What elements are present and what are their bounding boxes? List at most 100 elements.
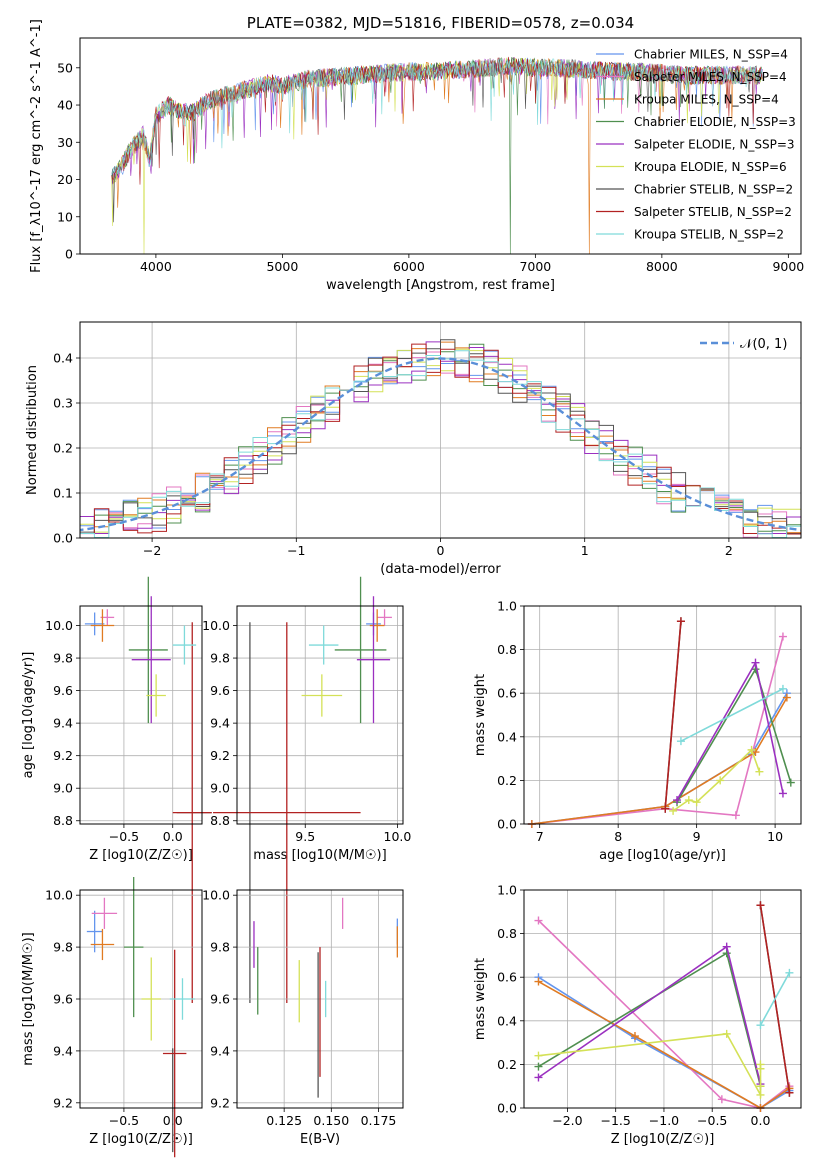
y-tick-label: 9.4 bbox=[53, 716, 73, 731]
normal-curve bbox=[80, 357, 801, 532]
x-tick-label: 0.125 bbox=[266, 1113, 302, 1128]
weight-marker bbox=[692, 798, 701, 807]
histogram-9 bbox=[80, 350, 801, 538]
panel-weight-vs-age: 7 8 9 10 0.0 0.2 0.4 0.6 0.8 1.0 age [log10(age/yr… bbox=[473, 599, 802, 863]
legend-entry: Chabrier STELIB, N_SSP=2 bbox=[634, 183, 793, 197]
x-tick-label: −1.5 bbox=[601, 1113, 631, 1128]
panel-mass-vs-Z: −0.5 0.09.29.49.69.810.0Z [log10(Z/Z☉)]ma… bbox=[21, 877, 203, 1158]
axes-frame bbox=[79, 321, 802, 539]
weight-marker bbox=[778, 684, 787, 693]
weight-marker bbox=[669, 806, 678, 815]
y-tick-label: 9.8 bbox=[53, 651, 73, 666]
x-tick-label: 10.0 bbox=[384, 829, 412, 844]
weight-marker bbox=[534, 977, 543, 986]
panel-age-vs-mass: 9.5 10.0 8.8 9.0 9.2 9.4 9.6 9.8 10.0 mass [log10… bbox=[202, 576, 412, 1003]
weight-marker bbox=[785, 1088, 794, 1097]
data-point bbox=[369, 609, 385, 642]
spectrum-line-4 bbox=[111, 57, 763, 254]
x-tick-label: 7000 bbox=[519, 259, 551, 274]
panel-spectrum: 4000 5000 6000 7000 8000 9000 0 10 20 30 40 50 wavel… bbox=[29, 19, 804, 293]
x-tick-label: 8 bbox=[614, 829, 622, 844]
weight-marker bbox=[534, 916, 543, 925]
y-tick-label: 10 bbox=[57, 209, 73, 224]
data-point bbox=[90, 928, 115, 961]
x-tick-label: −1 bbox=[287, 543, 305, 558]
y-tick-label: 0.8 bbox=[497, 926, 517, 941]
axes-frame bbox=[523, 605, 802, 825]
data-point bbox=[301, 674, 343, 717]
x-tick-label: 6000 bbox=[393, 259, 425, 274]
x-tick-label: 0.0 bbox=[163, 829, 183, 844]
axes-frame bbox=[236, 605, 404, 825]
data-point bbox=[172, 622, 212, 1003]
x-axis-label: age [log10(age/yr)] bbox=[599, 848, 726, 863]
weight-marker bbox=[534, 1051, 543, 1060]
y-tick-label: 9.4 bbox=[53, 1043, 73, 1058]
weight-marker bbox=[755, 767, 764, 776]
y-tick-label: 10.0 bbox=[45, 888, 73, 903]
y-tick-label: 0.2 bbox=[497, 1057, 517, 1072]
legend-entry: Salpeter STELIB, N_SSP=2 bbox=[634, 205, 792, 219]
data-point bbox=[334, 576, 387, 724]
weight-line bbox=[537, 919, 790, 1109]
legend-entry: Chabrier ELODIE, N_SSP=3 bbox=[634, 115, 796, 129]
x-axis-label: mass [log10(M/M☉)] bbox=[253, 848, 386, 863]
weight-line bbox=[680, 688, 784, 742]
weight-marker bbox=[756, 1090, 765, 1099]
y-axis-label: Normed distribution bbox=[25, 365, 40, 495]
weight-line bbox=[672, 748, 761, 812]
weight-line bbox=[664, 621, 682, 809]
data-point bbox=[123, 877, 144, 1018]
histogram-5 bbox=[80, 341, 801, 535]
y-axis-label: mass [log10(M/M☉)] bbox=[21, 932, 36, 1065]
y-tick-label: 50 bbox=[57, 60, 73, 75]
data-point bbox=[213, 622, 361, 1003]
x-tick-label: 9.5 bbox=[295, 829, 315, 844]
x-tick-label: 0.175 bbox=[361, 1113, 397, 1128]
data-point bbox=[356, 596, 391, 724]
y-axis-label: mass weight bbox=[473, 958, 488, 1040]
legend-entry: Salpeter ELODIE, N_SSP=3 bbox=[634, 138, 795, 152]
weight-line bbox=[531, 697, 788, 825]
y-tick-label: 1.0 bbox=[497, 599, 517, 614]
weight-line bbox=[538, 980, 790, 1109]
weight-marker bbox=[534, 1062, 543, 1071]
weight-series-2 bbox=[527, 632, 787, 828]
weight-line bbox=[538, 951, 762, 1087]
data-point bbox=[84, 612, 105, 636]
y-tick-label: 0.0 bbox=[497, 817, 517, 832]
y-tick-label: 9.0 bbox=[53, 781, 73, 796]
x-tick-label: −0.5 bbox=[109, 829, 139, 844]
x-axis-label: Z [log10(Z/Z☉)] bbox=[611, 1132, 715, 1147]
weight-marker bbox=[785, 968, 794, 977]
y-axis-label: mass weight bbox=[473, 674, 488, 756]
y-tick-label: 9.6 bbox=[210, 683, 230, 698]
x-tick-label: 4000 bbox=[140, 259, 172, 274]
panel-weight-vs-Z: −2.0 −1.5 −1.0 −0.5 0.0 0.0 0.2 0.4 0.6 0.8 1.0 Z [… bbox=[473, 883, 802, 1147]
weight-line bbox=[759, 972, 791, 1026]
y-tick-label: 9.8 bbox=[53, 940, 73, 955]
spectrum-line-3 bbox=[111, 57, 763, 254]
y-tick-label: 0.4 bbox=[497, 729, 517, 744]
weight-marker bbox=[661, 804, 670, 813]
y-tick-label: 0.1 bbox=[53, 486, 73, 501]
y-tick-label: 8.8 bbox=[53, 813, 73, 828]
y-axis-label: Flux [f_λ10^-17 erg cm^-2 s^-1 A^-1] bbox=[29, 19, 44, 273]
weight-marker bbox=[676, 617, 685, 626]
weight-series-6 bbox=[534, 1029, 765, 1099]
y-tick-label: 10.0 bbox=[202, 888, 230, 903]
y-tick-label: 9.6 bbox=[210, 992, 230, 1007]
panel-residuals: −2 −1 0 1 2 0.0 0.1 0.2 0.3 0.4 (data-model)/error… bbox=[25, 321, 802, 577]
weight-marker bbox=[751, 658, 760, 667]
weight-line bbox=[538, 945, 762, 1085]
weight-marker bbox=[534, 1073, 543, 1082]
axes-frame bbox=[523, 889, 802, 1109]
weight-marker bbox=[722, 942, 731, 951]
x-tick-label: 1 bbox=[581, 543, 589, 558]
weight-marker bbox=[778, 632, 787, 641]
weight-marker bbox=[716, 776, 725, 785]
axes-frame bbox=[79, 605, 203, 825]
y-tick-label: 9.8 bbox=[210, 940, 230, 955]
weight-marker bbox=[630, 1032, 639, 1041]
weight-series-4 bbox=[534, 949, 765, 1091]
